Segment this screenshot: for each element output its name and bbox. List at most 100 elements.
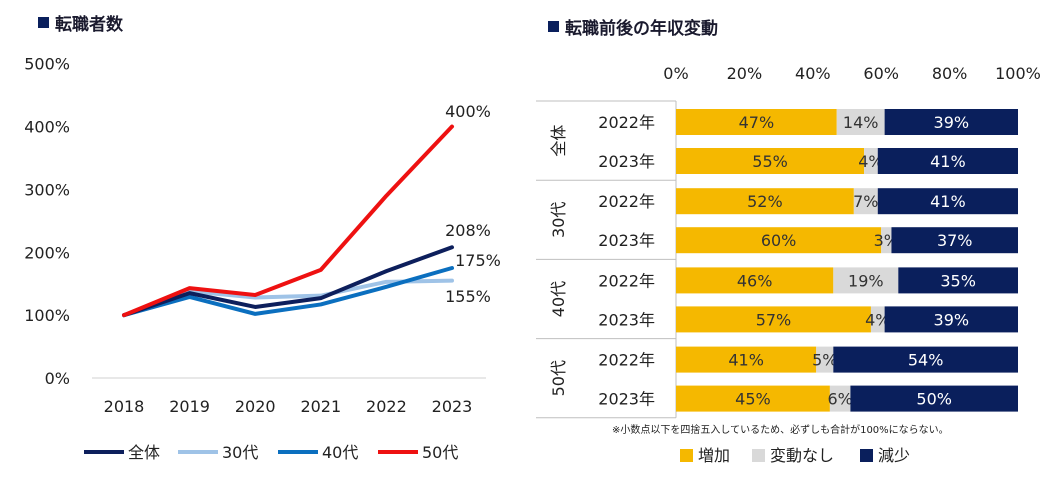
- legend-swatch-増加: [680, 449, 693, 462]
- data-label: 7%: [853, 192, 878, 211]
- row-year-label: 2023年: [598, 231, 655, 250]
- legend-label: 全体: [128, 443, 160, 462]
- data-label: 57%: [756, 310, 792, 329]
- bar-segment-変動なし: [864, 148, 878, 174]
- series-line-40代: [122, 265, 454, 318]
- legend-label: 50代: [422, 443, 458, 462]
- rounding-note: ※小数点以下を四捨五入しているため、必ずしも合計が100%にならない。: [612, 425, 949, 436]
- data-label: 39%: [934, 113, 970, 132]
- bar-segment-変動なし: [870, 306, 885, 333]
- bar-chart-title-text: 転職前後の年収変動: [565, 19, 718, 39]
- bar-segment-増加: [676, 148, 865, 174]
- line-chart-title-text: 転職者数: [55, 15, 123, 35]
- data-label: 5%: [812, 351, 837, 370]
- y-tick-label: 500%: [24, 55, 70, 74]
- legend-label: 増加: [698, 446, 730, 465]
- group-label: 40代: [549, 281, 568, 317]
- bar-segment-減少: [850, 385, 1018, 412]
- bar-segment-減少: [884, 306, 1018, 333]
- x-tick-label: 80%: [932, 64, 968, 83]
- y-tick-label: 400%: [24, 118, 70, 137]
- legend-swatch-減少: [860, 449, 873, 462]
- data-label: 54%: [908, 351, 944, 370]
- data-label: 3%: [874, 231, 899, 250]
- data-label: 52%: [747, 192, 783, 211]
- data-label: 41%: [728, 351, 764, 370]
- x-tick-label: 2020: [235, 397, 276, 416]
- x-tick-label: 0%: [663, 64, 688, 83]
- row-year-label: 2023年: [598, 310, 655, 329]
- x-tick-label: 2022: [366, 397, 407, 416]
- bar-segment-増加: [676, 306, 871, 333]
- bar-segment-変動なし: [816, 346, 834, 373]
- end-value-label: 155%: [445, 287, 491, 306]
- data-label: 41%: [930, 192, 966, 211]
- data-label: 35%: [940, 271, 976, 290]
- series-line-50代: [122, 124, 454, 318]
- bar-segment-増加: [676, 109, 837, 135]
- row-year-label: 2022年: [598, 192, 655, 211]
- data-label: 6%: [827, 390, 852, 409]
- data-label: 46%: [737, 271, 773, 290]
- bar-segment-変動なし: [853, 188, 878, 215]
- data-label: 55%: [752, 152, 788, 171]
- group-label: 50代: [549, 360, 568, 396]
- bar-segment-減少: [833, 346, 1018, 373]
- x-tick-label: 2023: [432, 397, 473, 416]
- bar-segment-変動なし: [833, 267, 899, 294]
- x-tick-label: 40%: [795, 64, 831, 83]
- x-tick-label: 60%: [863, 64, 899, 83]
- y-tick-label: 300%: [24, 180, 70, 199]
- end-value-label: 175%: [455, 251, 501, 270]
- bar-chart-title: 転職前後の年収変動: [548, 14, 718, 39]
- bar-segment-減少: [884, 109, 1018, 135]
- x-tick-label: 20%: [727, 64, 763, 83]
- y-tick-label: 200%: [24, 243, 70, 262]
- row-year-label: 2022年: [598, 351, 655, 370]
- bar-segment-変動なし: [829, 385, 851, 412]
- data-label: 47%: [739, 113, 775, 132]
- group-label: 全体: [549, 125, 568, 157]
- x-tick-label: 2019: [169, 397, 210, 416]
- bar-segment-変動なし: [836, 109, 885, 135]
- bar-segment-増加: [676, 346, 817, 373]
- legend-label: 30代: [222, 443, 258, 462]
- series-line-全体: [122, 245, 454, 318]
- data-label: 50%: [916, 390, 952, 409]
- y-tick-label: 100%: [24, 306, 70, 325]
- x-tick-label: 2018: [104, 397, 145, 416]
- data-label: 45%: [735, 390, 771, 409]
- bar-segment-減少: [898, 267, 1018, 294]
- row-year-label: 2022年: [598, 113, 655, 132]
- data-label: 4%: [858, 152, 883, 171]
- data-label: 60%: [761, 231, 797, 250]
- x-tick-label: 100%: [995, 64, 1041, 83]
- data-label: 19%: [848, 271, 884, 290]
- legend-label: 40代: [322, 443, 358, 462]
- data-label: 39%: [934, 310, 970, 329]
- data-label: 4%: [865, 310, 890, 329]
- line-chart: 0% 100% 200% 300% 400% 500% 2018 2019 2020 2021 20…: [24, 55, 501, 462]
- legend-label: 減少: [878, 446, 910, 465]
- bar-segment-増加: [676, 227, 882, 254]
- row-year-label: 2022年: [598, 271, 655, 290]
- bar-segment-変動なし: [881, 227, 892, 254]
- title-square-icon: [548, 21, 559, 32]
- data-label: 41%: [930, 152, 966, 171]
- y-tick-label: 0%: [45, 369, 70, 388]
- bar-segment-減少: [891, 227, 1018, 254]
- bar-segment-減少: [877, 188, 1018, 215]
- data-label: 14%: [843, 113, 879, 132]
- row-year-label: 2023年: [598, 152, 655, 171]
- line-chart-title: 転職者数: [38, 10, 123, 35]
- title-square-icon: [38, 17, 49, 28]
- bar-segment-増加: [676, 385, 830, 412]
- group-label: 30代: [549, 202, 568, 238]
- end-value-label: 208%: [445, 221, 491, 240]
- row-year-label: 2023年: [598, 390, 655, 409]
- end-value-label: 400%: [445, 102, 491, 121]
- legend-label: 変動なし: [770, 446, 834, 465]
- legend-swatch-変動なし: [752, 449, 765, 462]
- bar-segment-増加: [676, 188, 854, 215]
- data-label: 37%: [937, 231, 973, 250]
